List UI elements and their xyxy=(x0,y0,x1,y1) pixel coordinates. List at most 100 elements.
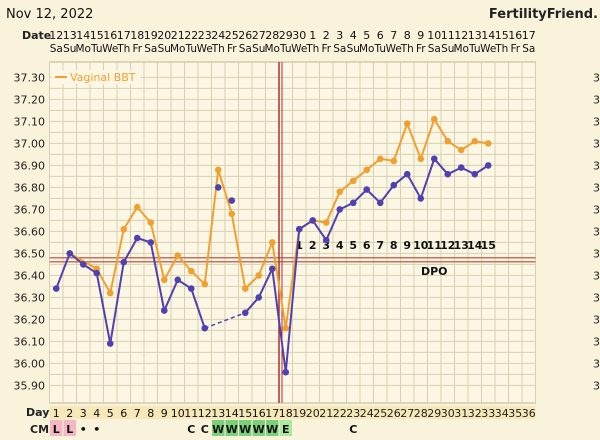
date-label: 20 xyxy=(157,29,171,42)
dpo-number: 8 xyxy=(390,239,398,252)
series-line-segment xyxy=(419,158,436,199)
temp-point xyxy=(147,239,155,246)
vaginal-bbt-point xyxy=(160,276,168,284)
date-label: 30 xyxy=(292,29,306,42)
cm-mark: W xyxy=(212,423,224,436)
cm-mark: L xyxy=(53,423,60,436)
legend-label: Vaginal BBT xyxy=(70,71,136,84)
vaginal-bbt-point xyxy=(430,115,438,123)
cycle-day-label: 10 xyxy=(171,407,185,420)
date-label: 15 xyxy=(495,29,509,42)
cycle-day-label: 14 xyxy=(225,407,239,420)
cm-row-label: CM xyxy=(30,423,49,436)
date-label: 27 xyxy=(252,29,266,42)
vaginal-bbt-point xyxy=(147,219,155,226)
temp-point xyxy=(457,164,465,171)
weekday-label: Fr xyxy=(321,43,331,55)
vaginal-bbt-point xyxy=(174,252,182,259)
cycle-day-label: 12 xyxy=(198,407,212,420)
cm-cell xyxy=(279,420,292,436)
date-label: 16 xyxy=(103,29,117,42)
y-tick-label-right: 3 xyxy=(593,181,600,194)
vaginal-bbt-point xyxy=(471,137,479,145)
weekday-label: Mo xyxy=(170,43,185,55)
y-tick-label: 36.00 xyxy=(14,357,46,370)
temp-point xyxy=(93,269,101,277)
series-line-segment xyxy=(109,262,125,344)
weekday-label: Th xyxy=(211,43,225,55)
temp-point xyxy=(214,184,222,191)
temp-point xyxy=(349,199,357,207)
weekday-label: We xyxy=(102,43,118,55)
weekday-label: Sa xyxy=(144,43,157,55)
cycle-day-label: 24 xyxy=(360,407,374,420)
series-line-segment xyxy=(55,253,71,289)
cycle-day-label: 15 xyxy=(238,407,252,420)
date-label: 18 xyxy=(130,29,144,42)
vaginal-bbt-point xyxy=(444,137,452,145)
dpo-number: 6 xyxy=(363,239,371,252)
date-label: 6 xyxy=(377,29,384,42)
cycle-day-label: 18 xyxy=(279,407,293,420)
cycle-day-label: 9 xyxy=(161,407,168,420)
cycle-day-label: 31 xyxy=(454,407,468,420)
date-label: 8 xyxy=(404,29,411,42)
dpo-number: 3 xyxy=(322,239,330,252)
cycle-day-label: 7 xyxy=(134,407,141,420)
vaginal-bbt-point xyxy=(322,219,330,226)
series-line-segment xyxy=(311,219,328,241)
series-line-segment xyxy=(257,242,274,276)
temp-point xyxy=(174,276,182,284)
cycle-day-label: 29 xyxy=(427,407,441,420)
y-tick-label: 37.30 xyxy=(14,71,46,84)
series-line-segment xyxy=(419,118,436,160)
series-line-segment xyxy=(392,123,409,162)
series-line-segment xyxy=(433,158,449,175)
temp-point xyxy=(241,309,249,317)
date-label: 4 xyxy=(350,29,357,42)
series-line-segment xyxy=(406,173,422,199)
y-tick-label: 37.00 xyxy=(14,137,46,150)
temp-point xyxy=(363,186,371,193)
date-label: 10 xyxy=(427,29,441,42)
series-line-segment xyxy=(163,255,179,281)
series-line-segment xyxy=(325,208,341,241)
dpo-number: 9 xyxy=(403,239,411,252)
vaginal-bbt-point xyxy=(484,140,492,147)
weekday-label: Mo xyxy=(76,43,91,55)
temp-point xyxy=(403,170,411,178)
cm-mark: C xyxy=(187,423,195,436)
series-line-segment xyxy=(122,206,139,230)
y-tick-label-right: 3 xyxy=(593,335,600,348)
cycle-day-label: 19 xyxy=(292,407,306,420)
temp-point xyxy=(484,162,492,169)
weekday-label: Sa xyxy=(239,43,252,55)
series-line-segment xyxy=(244,296,260,314)
vaginal-bbt-point xyxy=(376,155,384,163)
temp-point xyxy=(471,170,479,178)
cm-cell xyxy=(266,420,279,436)
weekday-label: Mo xyxy=(359,43,374,55)
cm-cell xyxy=(63,420,76,436)
y-tick-label: 36.30 xyxy=(14,291,46,304)
dpo-number: 13 xyxy=(454,239,469,252)
cycle-day-label: 22 xyxy=(333,407,347,420)
weekday-label: Tu xyxy=(185,43,197,55)
weekday-label: Tu xyxy=(468,43,480,55)
series-line-segment xyxy=(190,288,206,329)
dpo-number: 4 xyxy=(336,239,344,252)
weekday-label: Su xyxy=(441,43,454,55)
date-label: 13 xyxy=(468,29,482,42)
temp-point xyxy=(309,217,317,224)
date-label: 14 xyxy=(481,29,495,42)
vaginal-bbt-point xyxy=(349,177,357,185)
cycle-day-label: 11 xyxy=(184,407,198,420)
day-row-band xyxy=(49,406,536,419)
temp-point xyxy=(79,261,87,268)
vaginal-bbt-point xyxy=(336,188,344,196)
cycle-day-label: 1 xyxy=(53,407,60,420)
cm-mark: W xyxy=(239,423,251,436)
cycle-day-label: 20 xyxy=(306,407,320,420)
chart-date: Nov 12, 2022 xyxy=(6,7,93,22)
